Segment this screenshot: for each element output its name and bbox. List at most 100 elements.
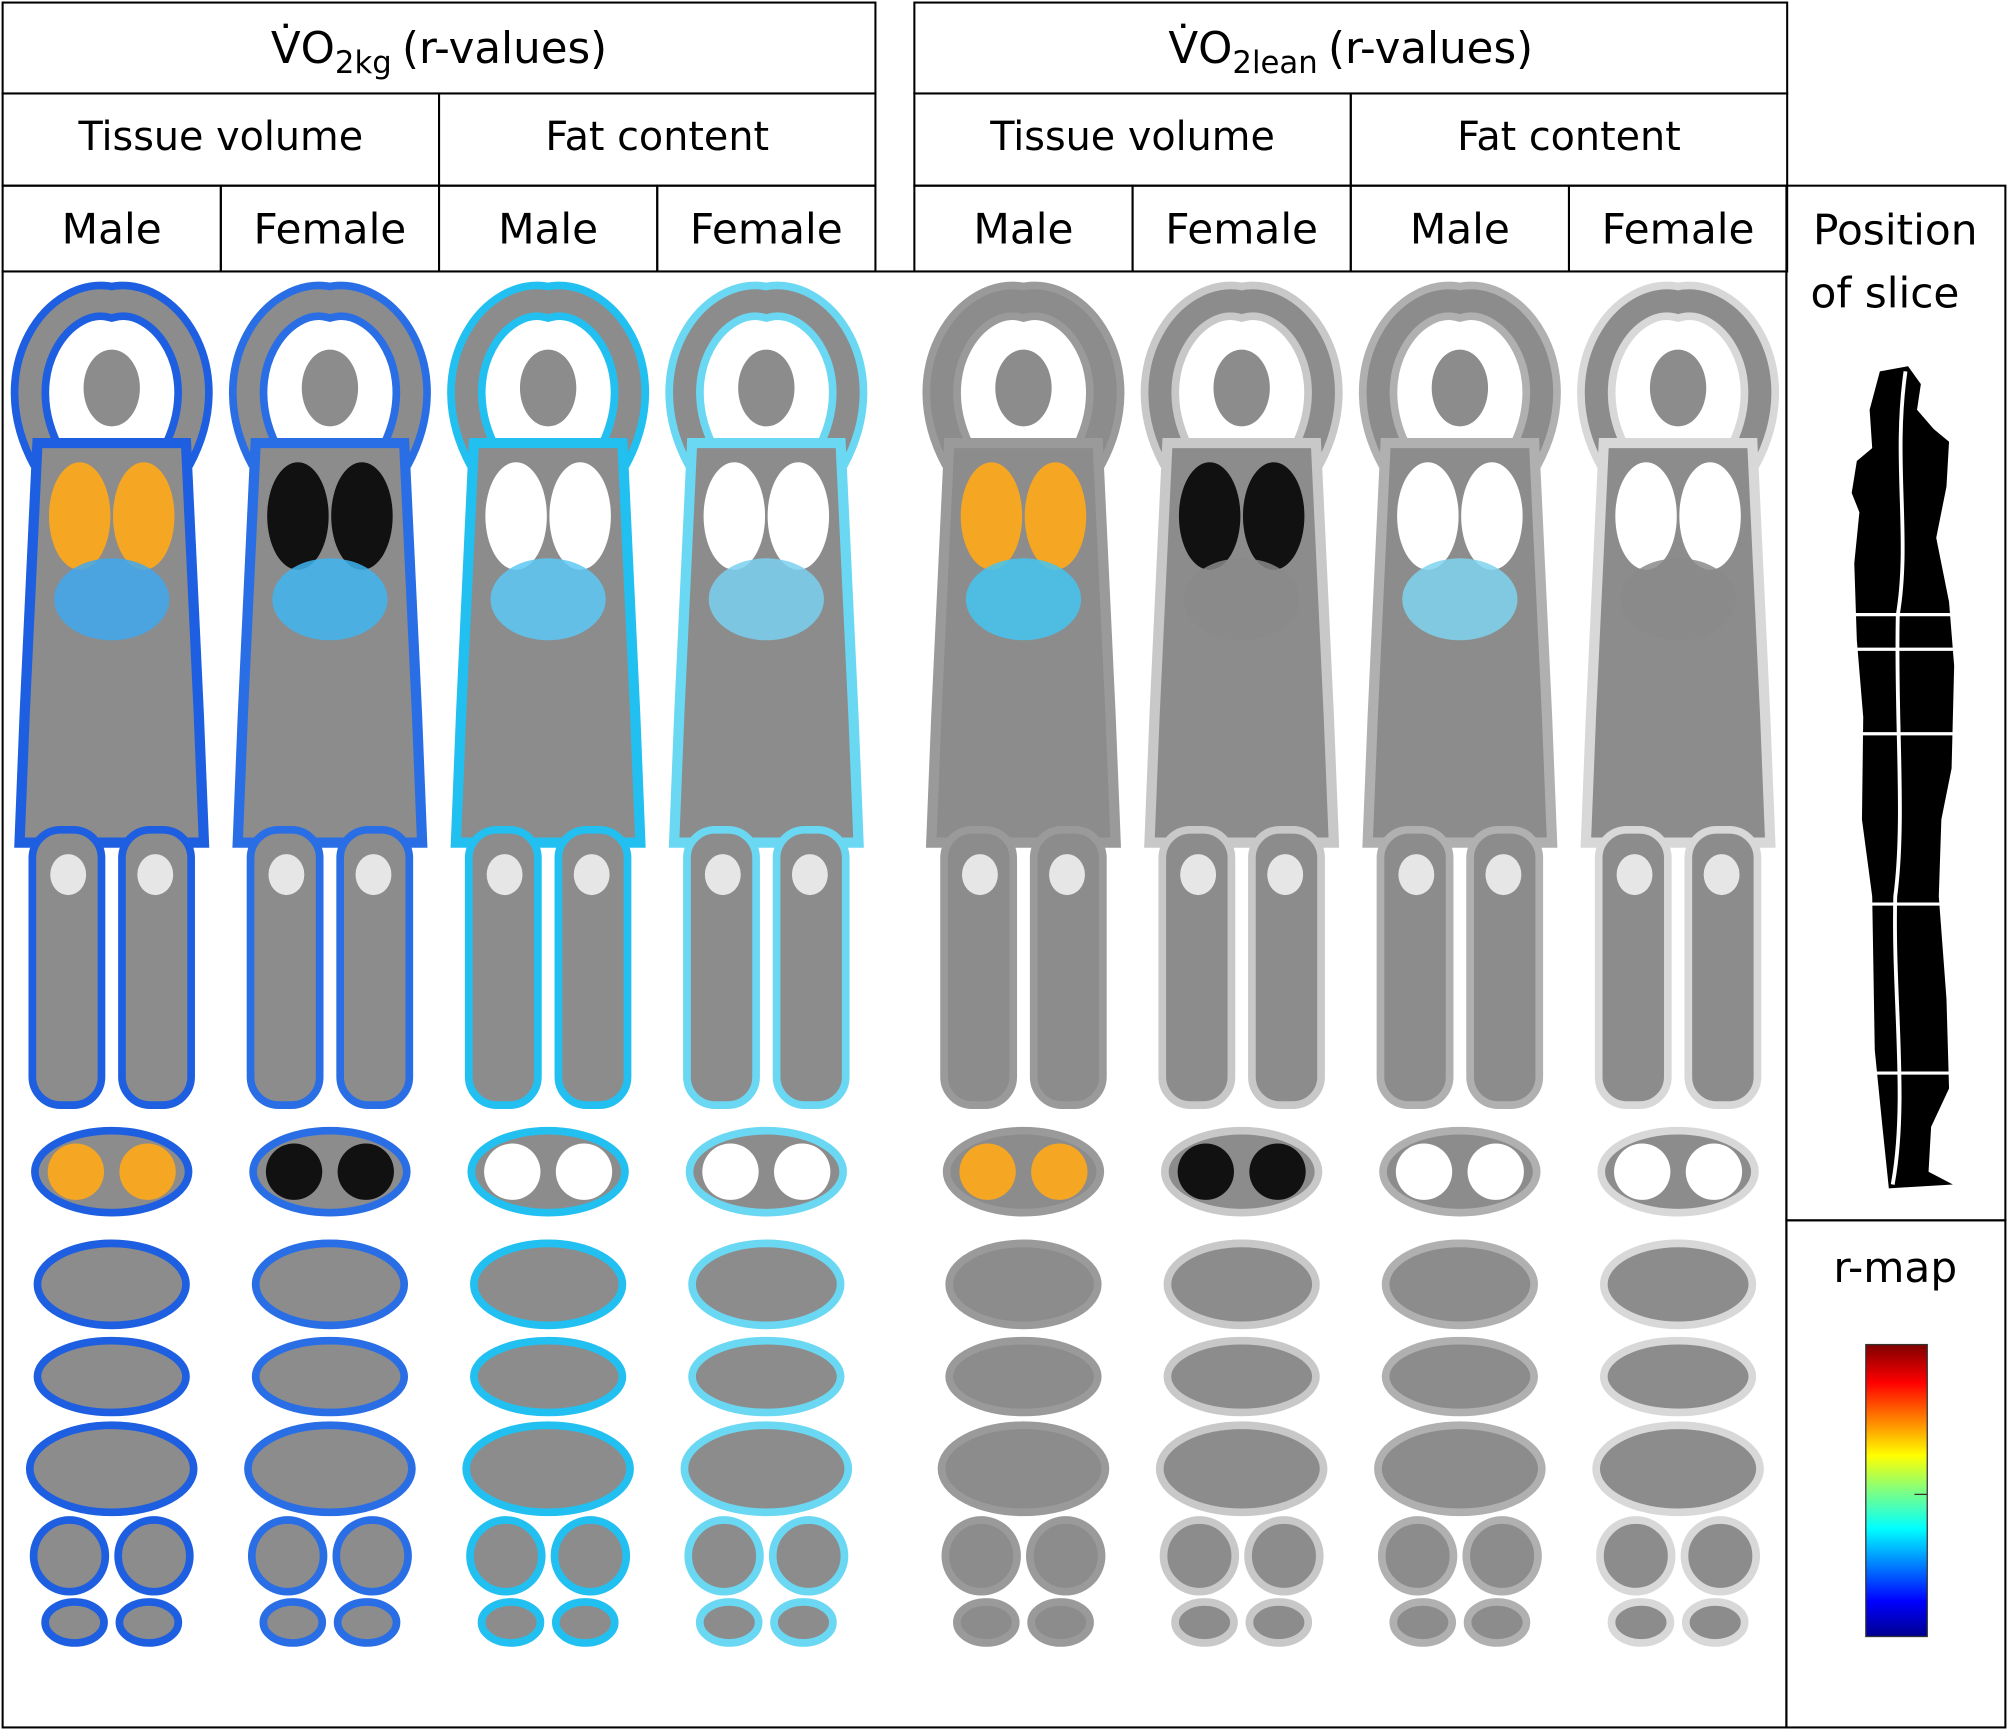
- axial-slice: [551, 1598, 619, 1647]
- axial-slice: [1462, 1516, 1542, 1596]
- slice-lines: [1851, 613, 1955, 1075]
- axial-slice: [1680, 1516, 1761, 1596]
- axial-slice: [550, 1516, 631, 1596]
- slice-lung: [1177, 1143, 1234, 1200]
- slice-lung: [702, 1143, 759, 1200]
- abdomen: [54, 558, 170, 641]
- cell: [1785, 1219, 2007, 1729]
- axial-slice: [1155, 1421, 1328, 1517]
- slice-lung: [484, 1143, 541, 1200]
- head: [1431, 349, 1489, 427]
- leg: [464, 825, 542, 1109]
- rmap-label: r-map: [1833, 1243, 1957, 1292]
- lung: [703, 462, 766, 570]
- knee: [791, 854, 828, 896]
- slice-lung: [1467, 1143, 1524, 1200]
- axial-slice: [1592, 1421, 1764, 1517]
- axial-slice: [1026, 1516, 1106, 1596]
- abdomen: [708, 558, 824, 641]
- group-title: V̇O2lean (r-values): [1168, 22, 1533, 80]
- head: [301, 349, 359, 427]
- torso: [925, 437, 1121, 848]
- head: [1213, 349, 1270, 427]
- axial-slice: [247, 1516, 328, 1596]
- lung: [767, 462, 830, 570]
- knee: [573, 854, 610, 896]
- body-image: [1577, 281, 1780, 1109]
- axial-slice: [1607, 1598, 1675, 1647]
- axial-slice: [251, 1336, 409, 1417]
- column-label: Female: [254, 204, 407, 253]
- abdomen: [272, 558, 388, 641]
- images: [10, 281, 1780, 1647]
- knee: [486, 854, 523, 896]
- title-symbol: V̇O: [1168, 22, 1232, 74]
- axial-slice: [1374, 1421, 1546, 1517]
- axial-slice: [1163, 1336, 1320, 1417]
- slice-lung: [265, 1143, 323, 1200]
- knee: [1398, 854, 1435, 896]
- head: [995, 349, 1052, 427]
- axial-slice: [684, 1516, 764, 1596]
- leg: [336, 825, 414, 1109]
- axial-slice: [29, 1516, 110, 1596]
- head: [519, 349, 577, 427]
- axial-slice: [25, 1421, 198, 1517]
- axial-slice: [1027, 1598, 1094, 1647]
- slice-lung: [774, 1143, 831, 1200]
- leg: [772, 825, 850, 1109]
- axial-slice: [259, 1598, 327, 1647]
- title-suffix: (r-values): [1328, 24, 1533, 74]
- axial-slice: [1599, 1336, 1757, 1417]
- axial-slice: [1381, 1239, 1538, 1330]
- lung: [1397, 462, 1459, 570]
- leg: [1029, 825, 1107, 1109]
- leg: [683, 825, 760, 1109]
- abdomen: [490, 558, 606, 641]
- axial-slice: [945, 1336, 1102, 1417]
- abdomen: [1184, 558, 1300, 641]
- colorbar: [1865, 1343, 1928, 1638]
- axial-slice: [333, 1598, 401, 1647]
- axial-slice: [1244, 1516, 1324, 1596]
- axial-slice: [470, 1336, 627, 1417]
- knee: [1180, 854, 1217, 896]
- position-label: Position: [1813, 206, 1978, 255]
- lung: [48, 462, 111, 570]
- slice-lung: [1031, 1143, 1088, 1200]
- slice-lung: [1685, 1143, 1743, 1200]
- torso: [14, 437, 210, 848]
- lung: [113, 462, 175, 570]
- axial-slice: [680, 1421, 853, 1517]
- lung: [1024, 462, 1087, 570]
- column-label: Female: [1602, 204, 1755, 253]
- axial-slice: [1245, 1598, 1313, 1647]
- body-image: [922, 281, 1125, 1109]
- lung: [267, 462, 329, 570]
- body-image: [1140, 281, 1343, 1109]
- head: [83, 349, 140, 427]
- head: [738, 349, 795, 427]
- knee: [1703, 854, 1740, 896]
- leg: [940, 825, 1018, 1109]
- axial-slice: [1171, 1598, 1238, 1647]
- torso: [232, 437, 428, 848]
- axial-slice: [953, 1598, 1020, 1647]
- slice-lung: [119, 1143, 176, 1200]
- body-image: [10, 281, 213, 1109]
- slice-lung: [1249, 1143, 1306, 1200]
- leg: [118, 825, 195, 1109]
- lung: [960, 462, 1023, 570]
- knee: [137, 854, 174, 896]
- lung: [1461, 462, 1523, 570]
- coronal-line: [1890, 371, 1908, 1185]
- axial-slice: [332, 1516, 412, 1596]
- body-image: [228, 281, 431, 1109]
- slice-lung: [555, 1143, 613, 1200]
- axial-slice: [941, 1516, 1021, 1596]
- axial-slice: [1159, 1516, 1240, 1596]
- leg: [1466, 825, 1544, 1109]
- column-label: Male: [973, 204, 1073, 253]
- axial-slice: [1389, 1598, 1457, 1647]
- leg: [554, 825, 632, 1109]
